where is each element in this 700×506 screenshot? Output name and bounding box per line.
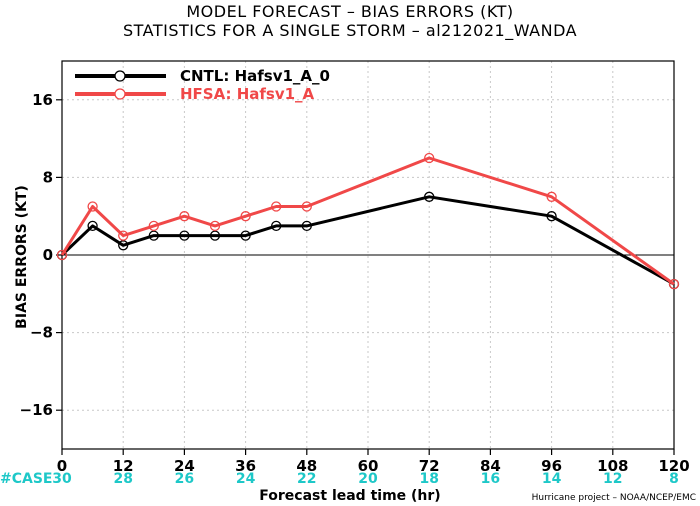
- data-point: [240, 211, 251, 222]
- data-point: [56, 249, 68, 261]
- x-tick-label: 108: [597, 457, 628, 475]
- y-tick-label: −8: [30, 324, 53, 342]
- data-point: [179, 211, 190, 222]
- case-prefix: #CASE: [0, 471, 53, 487]
- x-tick-label: 72: [419, 457, 440, 475]
- x-tick-label: 48: [296, 457, 317, 475]
- x-axis-title: Forecast lead time (hr): [259, 488, 440, 504]
- series-line: [60, 156, 675, 286]
- case-count: 28: [113, 471, 132, 487]
- case-count: 12: [603, 471, 622, 487]
- case-count: 16: [481, 471, 500, 487]
- case-count: 8: [669, 471, 679, 487]
- data-point: [668, 278, 680, 290]
- data-point: [546, 211, 557, 222]
- case-count: 24: [236, 471, 256, 487]
- series-hfsa: [56, 152, 680, 290]
- legend-marker: [114, 88, 126, 100]
- data-point: [179, 230, 190, 241]
- y-axis-title: BIAS ERRORS (KT): [14, 185, 30, 329]
- credit-text: Hurricane project – NOAA/NCEP/EMC: [532, 493, 696, 503]
- x-tick-label: 60: [358, 457, 379, 475]
- data-point: [118, 230, 129, 241]
- y-tick-label: 0: [43, 246, 53, 264]
- data-point: [240, 230, 251, 241]
- case-count: 14: [542, 471, 562, 487]
- x-tick-label: 96: [541, 457, 562, 475]
- x-tick-label: 120: [658, 457, 689, 475]
- legend-label: CNTL: Hafsv1_A_0: [180, 67, 330, 85]
- legend-entry: CNTL: Hafsv1_A_0: [75, 67, 330, 85]
- case-count: 20: [358, 471, 378, 487]
- case-count: 30: [52, 471, 72, 487]
- data-point: [424, 152, 435, 164]
- data-point: [87, 220, 98, 232]
- case-count: 22: [297, 471, 316, 487]
- case-count: 26: [175, 471, 194, 487]
- legend-label: HFSA: Hafsv1_A: [180, 85, 315, 103]
- data-point: [424, 191, 435, 202]
- y-tick-label: 8: [43, 168, 53, 186]
- legend-entry: HFSA: Hafsv1_A: [75, 85, 315, 103]
- data-point: [301, 220, 312, 232]
- data-point: [148, 230, 159, 241]
- x-tick-label: 84: [480, 457, 501, 475]
- legend-marker: [114, 70, 126, 82]
- data-point: [209, 230, 221, 241]
- data-point: [301, 201, 312, 212]
- x-tick-label: 24: [174, 457, 195, 475]
- x-tick-label: 36: [235, 457, 256, 475]
- data-point: [118, 240, 129, 251]
- y-tick-label: −16: [20, 401, 53, 419]
- chart-subtitle: STATISTICS FOR A SINGLE STORM – al212021…: [122, 21, 578, 40]
- data-point: [148, 220, 159, 232]
- y-tick-label: 16: [32, 91, 53, 109]
- x-tick-label: 0: [57, 457, 67, 475]
- data-point: [87, 201, 98, 212]
- series: [56, 152, 680, 290]
- x-tick-label: 12: [113, 457, 134, 475]
- data-point: [546, 191, 557, 202]
- data-point: [209, 220, 221, 232]
- grid: [62, 61, 674, 449]
- case-count: 18: [419, 471, 438, 487]
- data-point: [271, 220, 282, 232]
- series-line: [60, 195, 675, 286]
- data-point: [271, 201, 282, 212]
- chart-title: MODEL FORECAST – BIAS ERRORS (KT): [186, 2, 514, 21]
